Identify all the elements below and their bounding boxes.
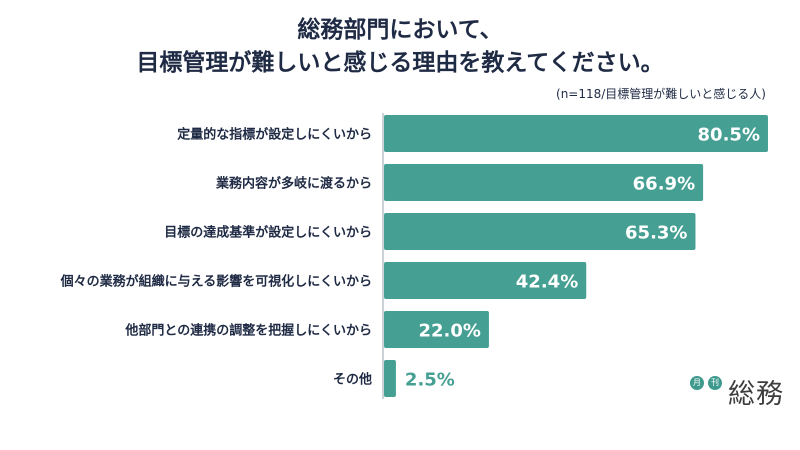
bar-value-label: 66.9% [633,174,695,195]
category-label: 個々の業務が組織に与える影響を可視化しにくいから [60,274,372,290]
bar-value-label: 80.5% [698,125,760,146]
publication-logo: 月 刊 総務 [688,372,798,412]
logo-word: 総務 [728,379,784,410]
category-label: 定量的な指標が設定しにくいから [176,127,372,143]
category-label: 業務内容が多岐に渡るから [215,176,372,192]
chart-subtitle: (n=118/目標管理が難しいと感じる人) [556,87,766,101]
bar-value-label: 22.0% [418,321,480,342]
category-label: 目標の達成基準が設定しにくいから [164,225,372,241]
chart-title: 総務部門において、 目標管理が難しいと感じる理由を教えてください。 [0,14,800,80]
category-label: 他部門との連携の調整を把握しにくいから [124,323,372,339]
category-label: その他 [333,372,372,388]
chart-title-line-1: 総務部門において、 [297,17,503,43]
chart-title-line-2: 目標管理が難しいと感じる理由を教えてください。 [136,50,664,76]
bar [384,115,768,152]
logo-badge-month: 月 [690,376,704,390]
bar [384,262,587,299]
bar-value-label: 65.3% [625,223,687,244]
bar [384,311,489,348]
bar [384,213,696,250]
bar-value-label: 42.4% [516,272,578,293]
bar-value-label: 2.5% [405,370,455,391]
bar [384,164,704,201]
bar [384,360,396,397]
logo-badge-issue: 刊 [708,376,722,390]
